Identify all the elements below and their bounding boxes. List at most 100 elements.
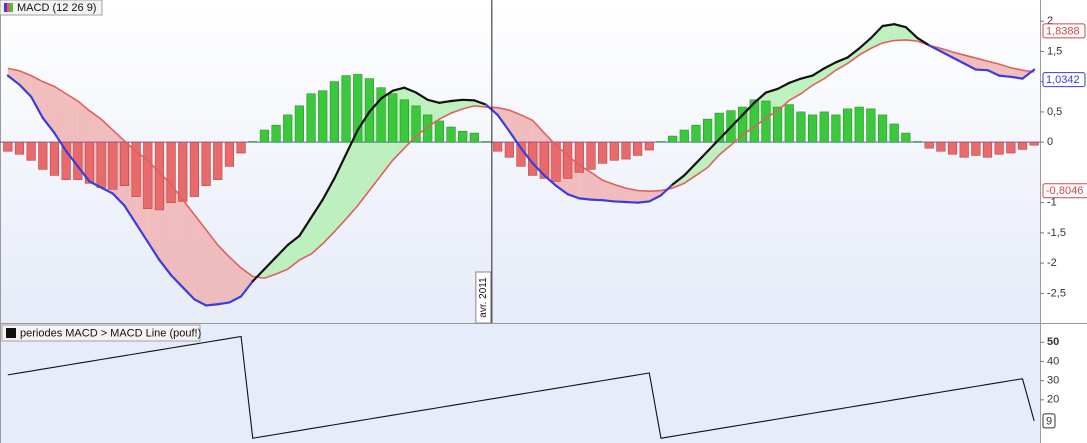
histogram-bar [446,126,456,143]
macd-line [391,86,406,92]
macd-line [508,130,523,150]
histogram-bar [318,90,328,143]
histogram-bar [213,141,223,180]
macd-line [6,74,21,86]
y-tick-label: -2,5 [1047,287,1066,299]
macd-line [986,69,1001,77]
histogram-bar [143,141,153,209]
histogram-bar [14,141,25,155]
cloud [882,24,895,43]
cloud [346,130,358,219]
histogram-bar [131,141,141,197]
histogram-bar [178,141,188,202]
macd-line [158,258,173,277]
histogram-bar [551,141,561,182]
histogram-bar [866,108,876,143]
y-tick-label: -2 [1047,257,1057,269]
macd-line [403,86,418,94]
cloud [859,38,871,56]
macd-line [671,174,686,186]
macd-line [916,37,931,47]
histogram-bar [679,129,689,143]
macd-line [624,200,639,204]
macd-line [123,204,138,225]
macd-line [30,95,44,120]
histogram-bar [644,141,654,151]
cloud [299,217,312,261]
histogram-bar [271,124,281,143]
macd-line [694,150,709,165]
price-marker [1042,183,1087,199]
macd-line [869,24,884,40]
histogram-bar [854,106,864,143]
macd-line [205,303,219,307]
price-marker [1042,23,1086,39]
cloud [264,257,277,279]
macd-line [88,180,103,189]
macd-line [239,280,254,298]
macd-line [834,56,849,64]
macd-line [449,98,464,103]
histogram-bar [691,124,701,143]
macd-line [100,186,114,195]
histogram-bar [329,81,339,143]
histogram-bar [96,141,106,188]
macd-line [263,255,278,271]
macd-line [298,216,313,237]
macd-line [1009,75,1024,80]
histogram-bar [714,112,724,143]
histogram-bar [668,135,678,143]
histogram-bar [411,105,421,143]
macd-line [76,165,91,183]
macd-line [53,131,68,153]
macd-line [811,67,826,77]
macd-line [368,97,383,114]
histogram-bar [831,114,841,143]
macd-line [589,198,604,202]
macd-line [461,98,476,102]
legend-icon [10,3,13,12]
cloud [824,62,836,79]
histogram-bar [236,141,246,154]
cloud [684,163,696,184]
histogram-bar [49,141,60,176]
histogram-bar [38,141,48,170]
histogram-bar [341,75,351,143]
legend-box [0,0,103,16]
histogram-bar [784,104,794,143]
cloud [614,184,626,203]
cloud [19,70,32,97]
macd-line [309,198,324,219]
histogram-bar [201,141,211,186]
cloud [964,55,976,70]
macd-line [496,113,511,133]
price-marker-label: -0,8046 [1046,185,1083,197]
macd-line [414,91,429,101]
y-tick-label: 0,5 [1047,106,1062,118]
macd-line [170,274,184,289]
y-tick-label: 50 [1047,336,1059,348]
histogram-bar [539,141,549,179]
histogram-bar [982,141,993,158]
macd-line [753,91,768,104]
macd-line [578,197,593,201]
macd-line [519,147,534,165]
macd-line [718,125,733,141]
histogram-bar [306,93,316,143]
histogram-bar [842,108,853,143]
histogram-bar [947,141,958,155]
legend-icon [4,3,7,12]
cloud [590,172,603,201]
macd-line [788,77,803,84]
cloud [31,75,43,118]
cloud [637,190,650,203]
histogram-bar [458,130,468,143]
histogram-bar [108,141,118,190]
histogram-bar [283,114,293,143]
cloud [194,214,207,306]
macd-line [729,113,744,129]
price-marker [1042,72,1086,88]
histogram-bar [586,141,596,170]
